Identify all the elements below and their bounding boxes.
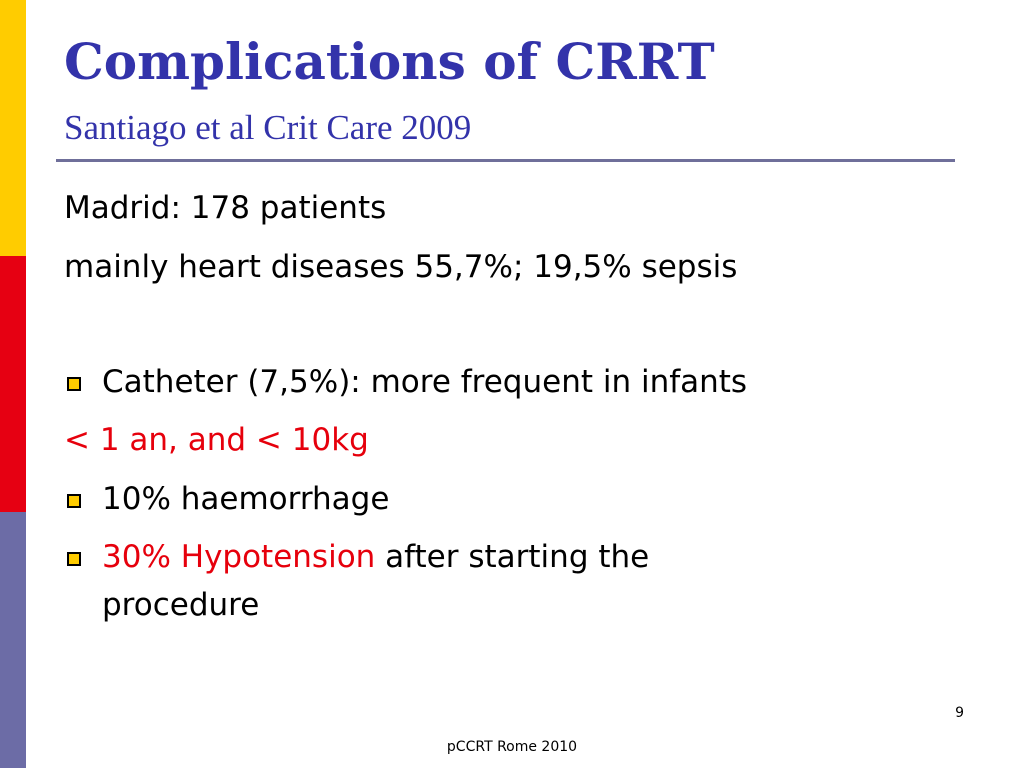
intro-line-1: Madrid: 178 patients [64,190,387,226]
bullet-3-highlight: 30% Hypotension [102,539,376,575]
bullet-2-text: 10% haemorrhage [102,481,390,517]
bullet-1-continuation: < 1 an, and < 10kg [64,422,369,458]
slide-title: Complications of CRRT [64,32,715,91]
bullet-1-text: Catheter (7,5%): more frequent in infant… [102,364,748,400]
square-bullet-icon [67,377,81,391]
accent-band-yellow [0,0,26,256]
intro-line-2: mainly heart diseases 55,7%; 19,5% sepsi… [64,249,738,285]
accent-band-red [0,256,26,512]
slide-subtitle: Santiago et al Crit Care 2009 [64,108,472,147]
square-bullet-icon [67,552,81,566]
page-number: 9 [955,705,964,721]
accent-band-blue [0,512,26,768]
bullet-3-text: after starting the [375,539,650,575]
bullet-3-line: 30% Hypotension after starting the [102,535,649,579]
title-divider [56,159,955,162]
square-bullet-icon [67,494,81,508]
footer-text: pCCRT Rome 2010 [446,739,578,755]
bullet-3-continuation: procedure [102,587,260,623]
